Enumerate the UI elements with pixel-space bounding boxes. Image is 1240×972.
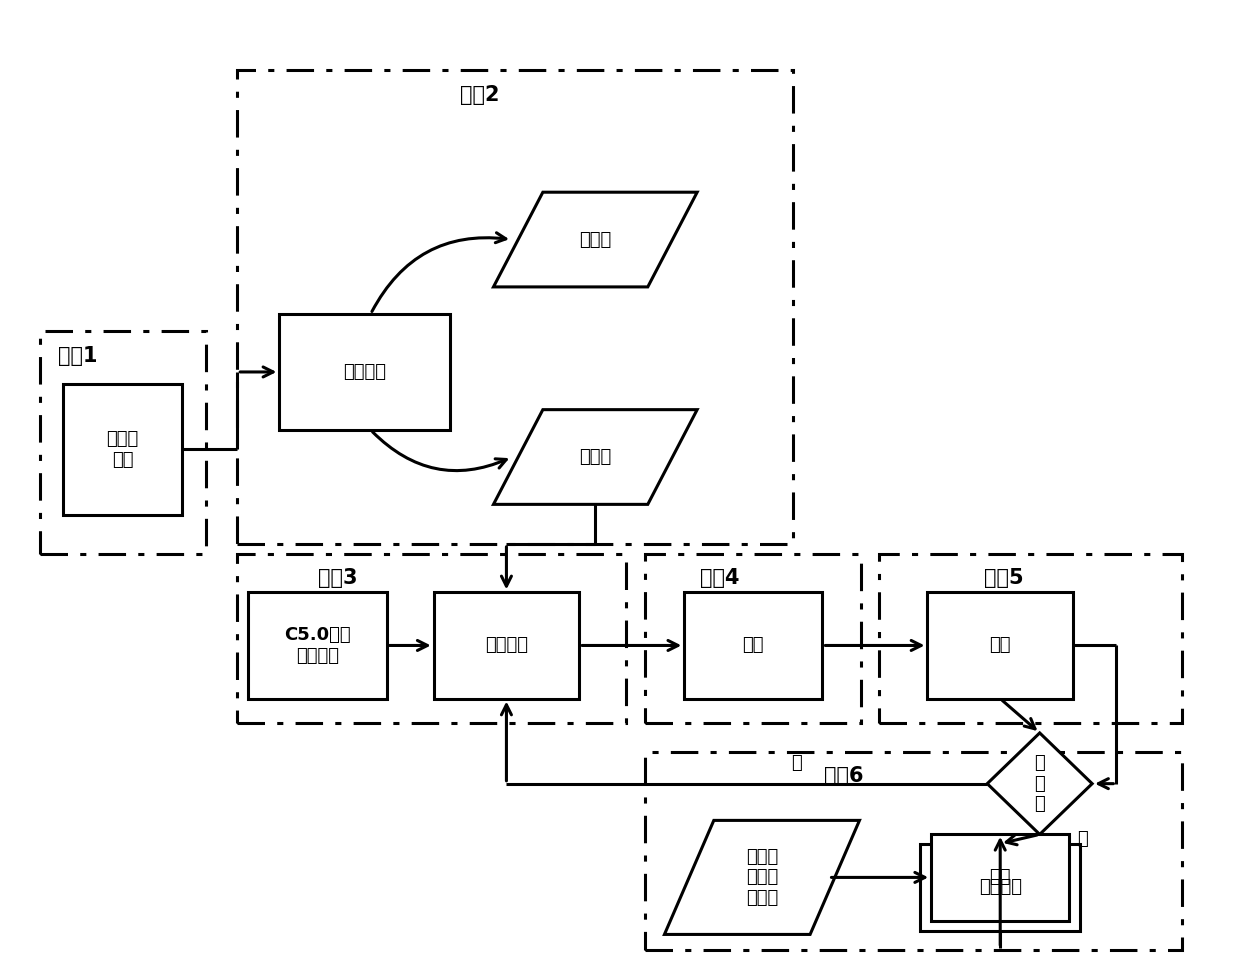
Bar xyxy=(684,592,822,699)
Text: 步骤5: 步骤5 xyxy=(985,569,1024,588)
Text: 模型训练: 模型训练 xyxy=(485,637,528,654)
Bar xyxy=(279,314,450,430)
Bar xyxy=(645,554,861,723)
Bar xyxy=(237,554,626,723)
Polygon shape xyxy=(987,733,1092,834)
Text: 步骤2: 步骤2 xyxy=(460,85,498,105)
Text: 是: 是 xyxy=(1076,830,1087,848)
Bar xyxy=(928,592,1073,699)
Bar xyxy=(248,592,387,699)
Text: 测试集: 测试集 xyxy=(579,230,611,249)
Bar xyxy=(879,554,1182,723)
Polygon shape xyxy=(665,820,859,934)
Text: 训练集: 训练集 xyxy=(579,448,611,466)
Bar xyxy=(40,331,207,554)
Text: 步骤4: 步骤4 xyxy=(701,569,740,588)
Text: 否: 否 xyxy=(791,754,801,772)
Bar xyxy=(920,844,1080,930)
Bar xyxy=(63,384,182,514)
Text: 步骤6: 步骤6 xyxy=(823,766,863,786)
Polygon shape xyxy=(494,409,697,504)
Bar xyxy=(434,592,579,699)
Bar xyxy=(645,751,1182,950)
Text: 达
要
求: 达 要 求 xyxy=(1034,754,1045,814)
Text: 步骤1: 步骤1 xyxy=(58,346,98,365)
Text: C5.0算法
参数配置: C5.0算法 参数配置 xyxy=(284,626,351,665)
Text: 剪枝: 剪枝 xyxy=(743,637,764,654)
Text: 分类: 分类 xyxy=(990,868,1011,886)
Text: 步骤3: 步骤3 xyxy=(317,569,357,588)
Text: 变压器
状态监
测数据: 变压器 状态监 测数据 xyxy=(745,848,777,907)
Text: 随机分配: 随机分配 xyxy=(343,363,386,381)
Text: 生成模型: 生成模型 xyxy=(978,878,1022,896)
Bar xyxy=(931,834,1069,920)
Bar xyxy=(237,70,792,544)
Polygon shape xyxy=(494,192,697,287)
Text: 故障案
例库: 故障案 例库 xyxy=(107,430,139,469)
Text: 验证: 验证 xyxy=(990,637,1011,654)
